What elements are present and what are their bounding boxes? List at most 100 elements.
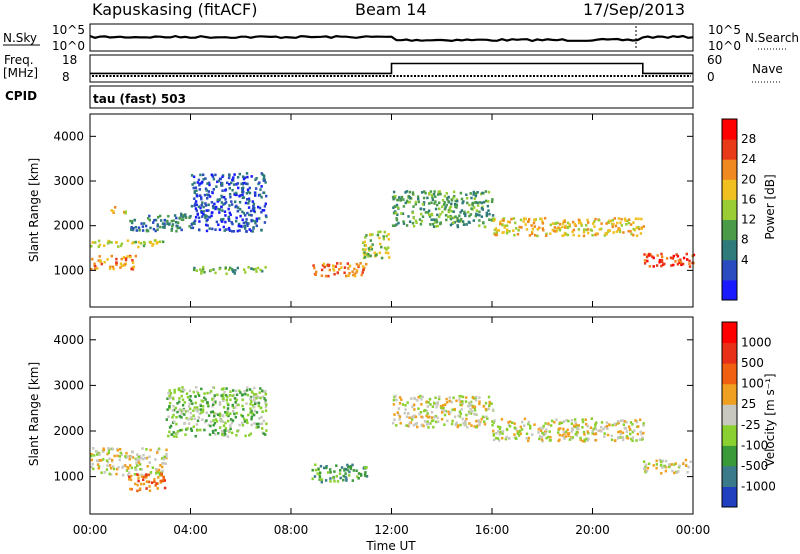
echo-cell: [369, 245, 372, 249]
echo-cell: [224, 411, 227, 414]
echo-cell: [529, 426, 532, 429]
echo-cell: [579, 222, 583, 225]
echo-cell: [416, 399, 419, 402]
echo-cell: [241, 421, 244, 425]
echo-cell: [458, 410, 462, 413]
echo-cell: [243, 181, 246, 185]
echo-cell: [258, 181, 261, 184]
echo-cell: [491, 198, 494, 201]
echo-cell: [679, 260, 683, 264]
echo-cell: [134, 225, 138, 229]
echo-cell: [501, 430, 505, 433]
echo-cell: [260, 228, 263, 232]
echo-cell: [142, 482, 146, 486]
echo-cell: [323, 265, 326, 269]
echo-cell: [126, 455, 130, 458]
freq-label-top: Freq.: [4, 53, 34, 67]
echo-cell: [453, 195, 456, 198]
echo-cell: [148, 461, 151, 464]
echo-cell: [332, 267, 335, 270]
echo-cell: [418, 218, 422, 221]
echo-cell: [224, 266, 227, 269]
echo-cell: [594, 217, 597, 221]
echo-cell: [661, 255, 664, 259]
echo-cell: [619, 432, 623, 436]
echo-cell: [228, 211, 231, 215]
echo-cell: [106, 464, 109, 467]
echo-cell: [613, 439, 617, 443]
echo-cell: [652, 464, 655, 467]
echo-cell: [474, 395, 478, 399]
echo-cell: [582, 430, 586, 434]
echo-cell: [134, 482, 137, 486]
echo-cell: [120, 242, 124, 246]
echo-cell: [475, 419, 478, 423]
echo-cell: [167, 391, 170, 395]
echo-cell: [230, 203, 234, 206]
echo-cell: [98, 458, 101, 462]
echo-cell: [591, 430, 594, 433]
echo-cell: [436, 403, 439, 406]
echo-cell: [563, 437, 566, 440]
echo-cell: [235, 219, 238, 223]
echo-cell: [624, 427, 627, 430]
echo-cell: [205, 419, 208, 422]
echo-cell: [345, 477, 348, 481]
echo-cell: [551, 222, 555, 225]
echo-cell: [312, 264, 315, 267]
echo-cell: [238, 389, 241, 393]
echo-cell: [616, 221, 619, 225]
echo-cell: [175, 416, 178, 419]
echo-cell: [204, 187, 208, 191]
echo-cell: [541, 227, 544, 230]
echo-cell: [96, 267, 99, 270]
echo-cell: [391, 195, 395, 199]
echo-cell: [433, 190, 436, 193]
echo-cell: [194, 434, 197, 438]
echo-cell: [113, 454, 116, 458]
echo-cell: [250, 400, 253, 404]
echo-cell: [420, 212, 423, 216]
echo-cell: [229, 266, 232, 270]
echo-cell: [615, 230, 618, 233]
echo-cell: [191, 226, 195, 230]
echo-cell: [238, 423, 241, 427]
echo-cell: [197, 416, 200, 419]
echo-cell: [196, 390, 199, 394]
power-panel-frame: [89, 113, 694, 308]
echo-cell: [159, 464, 162, 467]
echo-cell: [240, 413, 243, 417]
echo-cell: [434, 225, 438, 228]
echo-cell: [264, 409, 268, 412]
echo-cell: [642, 422, 645, 425]
echo-cell: [220, 388, 224, 391]
echo-cell: [537, 431, 540, 434]
echo-cell: [676, 262, 680, 266]
echo-cell: [325, 465, 328, 468]
echo-cell: [223, 429, 226, 432]
echo-cell: [660, 252, 663, 256]
echo-cell: [420, 403, 423, 406]
echo-cell: [217, 179, 221, 183]
echo-cell: [214, 428, 217, 432]
echo-cell: [254, 187, 258, 190]
echo-cell: [469, 213, 473, 216]
echo-cell: [245, 402, 248, 405]
echo-cell: [221, 220, 224, 223]
echo-cell: [195, 189, 198, 192]
echo-cell: [397, 407, 401, 410]
echo-cell: [261, 410, 264, 413]
echo-cell: [218, 228, 222, 231]
echo-cell: [135, 461, 138, 465]
echo-cell: [475, 209, 479, 212]
echo-cell: [140, 473, 143, 476]
echo-cell: [478, 210, 481, 214]
echo-cell: [512, 229, 515, 232]
echo-cell: [356, 475, 359, 478]
echo-cell: [639, 232, 643, 235]
echo-cell: [253, 422, 256, 425]
echo-cell: [190, 429, 193, 432]
echo-cell: [594, 438, 598, 442]
echo-cell: [377, 230, 380, 234]
echo-cell: [221, 189, 224, 192]
